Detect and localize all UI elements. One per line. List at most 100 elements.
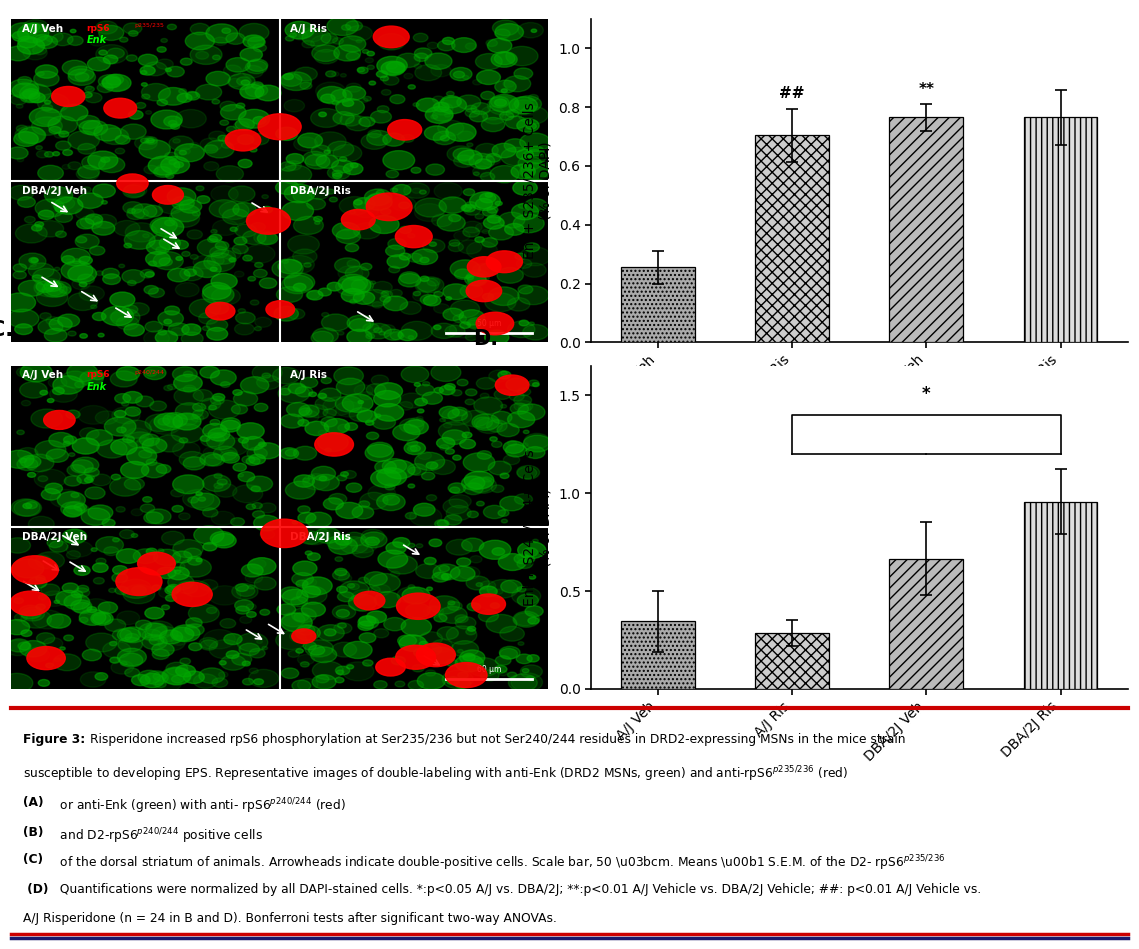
- Circle shape: [157, 47, 166, 52]
- Circle shape: [474, 397, 502, 415]
- Circle shape: [32, 117, 63, 136]
- Circle shape: [461, 205, 472, 211]
- Circle shape: [80, 215, 103, 229]
- Circle shape: [343, 532, 366, 546]
- Circle shape: [516, 654, 532, 663]
- Circle shape: [116, 549, 140, 564]
- Circle shape: [17, 430, 24, 435]
- Circle shape: [313, 216, 322, 221]
- Circle shape: [293, 561, 317, 576]
- Circle shape: [272, 259, 303, 278]
- Circle shape: [23, 88, 40, 99]
- Circle shape: [396, 53, 420, 67]
- Circle shape: [302, 40, 314, 47]
- Circle shape: [399, 401, 412, 410]
- Circle shape: [274, 307, 298, 321]
- Circle shape: [523, 436, 551, 452]
- Circle shape: [351, 537, 377, 553]
- Circle shape: [440, 406, 459, 419]
- Circle shape: [400, 253, 411, 260]
- Circle shape: [44, 101, 50, 104]
- Circle shape: [474, 172, 480, 176]
- Circle shape: [327, 282, 342, 291]
- Circle shape: [27, 473, 35, 477]
- Circle shape: [432, 214, 452, 227]
- Circle shape: [124, 243, 132, 248]
- Circle shape: [514, 400, 533, 412]
- Circle shape: [71, 459, 93, 474]
- Circle shape: [483, 476, 492, 482]
- Circle shape: [523, 548, 538, 557]
- Text: p235/235: p235/235: [134, 23, 165, 28]
- Circle shape: [255, 317, 271, 327]
- Circle shape: [408, 544, 415, 548]
- Circle shape: [286, 160, 302, 170]
- Circle shape: [457, 380, 468, 386]
- Circle shape: [491, 51, 517, 67]
- Circle shape: [518, 285, 533, 294]
- Circle shape: [77, 405, 109, 424]
- Circle shape: [254, 403, 268, 412]
- Circle shape: [514, 395, 532, 405]
- Circle shape: [80, 428, 99, 439]
- Circle shape: [75, 234, 99, 249]
- Circle shape: [408, 233, 415, 238]
- Circle shape: [501, 89, 507, 93]
- Circle shape: [329, 493, 346, 504]
- Circle shape: [213, 220, 238, 235]
- Circle shape: [333, 112, 354, 124]
- Circle shape: [364, 571, 387, 586]
- Circle shape: [453, 231, 470, 241]
- Circle shape: [518, 203, 526, 209]
- Circle shape: [62, 255, 75, 264]
- Circle shape: [128, 209, 136, 214]
- Circle shape: [169, 323, 189, 336]
- Circle shape: [508, 321, 535, 338]
- Circle shape: [175, 283, 199, 297]
- Circle shape: [123, 305, 138, 314]
- Circle shape: [391, 657, 405, 665]
- Circle shape: [123, 202, 142, 214]
- Circle shape: [131, 675, 150, 686]
- Circle shape: [95, 673, 108, 680]
- Circle shape: [80, 609, 106, 625]
- Circle shape: [528, 322, 534, 326]
- Circle shape: [180, 148, 190, 155]
- Circle shape: [252, 363, 282, 381]
- Circle shape: [460, 439, 475, 449]
- Circle shape: [437, 626, 458, 640]
- Circle shape: [125, 668, 139, 677]
- Circle shape: [63, 150, 73, 156]
- Circle shape: [197, 195, 210, 203]
- Circle shape: [79, 121, 103, 135]
- Circle shape: [467, 241, 498, 260]
- Circle shape: [19, 91, 40, 102]
- Circle shape: [180, 267, 203, 281]
- Circle shape: [461, 410, 489, 427]
- Circle shape: [232, 485, 263, 503]
- Circle shape: [138, 670, 161, 684]
- Circle shape: [318, 288, 331, 296]
- Circle shape: [495, 24, 524, 41]
- Circle shape: [333, 570, 350, 580]
- Text: C.: C.: [0, 320, 13, 340]
- Circle shape: [39, 679, 49, 686]
- Circle shape: [362, 49, 369, 53]
- Circle shape: [252, 82, 263, 89]
- Circle shape: [123, 23, 142, 34]
- Circle shape: [138, 54, 157, 65]
- Circle shape: [35, 145, 42, 150]
- Circle shape: [398, 586, 425, 604]
- Circle shape: [167, 574, 194, 590]
- Circle shape: [116, 366, 140, 381]
- Circle shape: [369, 573, 400, 592]
- Circle shape: [222, 135, 240, 145]
- Circle shape: [146, 370, 157, 377]
- Circle shape: [156, 435, 185, 452]
- Circle shape: [289, 33, 296, 37]
- Circle shape: [408, 467, 420, 474]
- Circle shape: [297, 133, 322, 148]
- Circle shape: [230, 227, 237, 232]
- Circle shape: [353, 291, 375, 305]
- Circle shape: [155, 680, 166, 688]
